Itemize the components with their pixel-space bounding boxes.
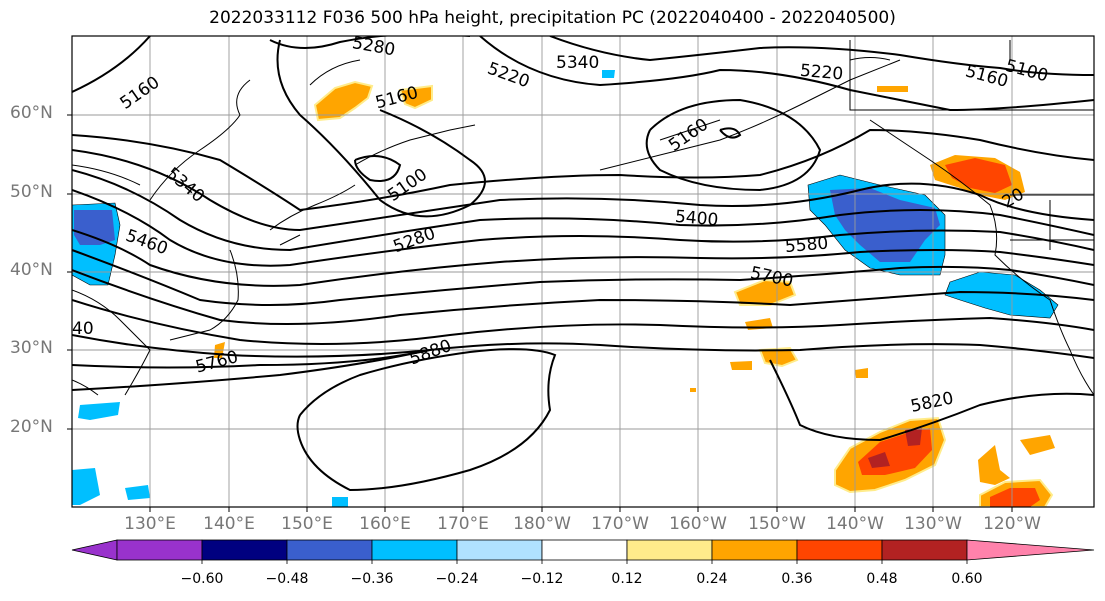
- colorbar-swatch: [371, 539, 458, 561]
- lat-label: 50°N: [10, 182, 53, 202]
- contour-label: 5400: [674, 207, 719, 231]
- contour-label: 5760: [193, 347, 240, 378]
- height-contours: [72, 36, 1094, 492]
- colorbar-swatch: [456, 539, 543, 561]
- colorbar-swatch: [626, 539, 713, 561]
- coastlines: [72, 40, 1094, 396]
- contour-label: 5160: [963, 61, 1010, 92]
- colorbar-swatch: [541, 539, 628, 561]
- contour-label: 5340: [556, 53, 599, 73]
- colorbar-tick-label: 0.60: [951, 571, 983, 587]
- lat-label: 40°N: [10, 260, 53, 280]
- lon-label: 140°E: [203, 514, 255, 534]
- colorbar-swatch: [881, 539, 968, 561]
- contour-label: 5820: [909, 388, 955, 417]
- contour-label: 5280: [351, 33, 397, 60]
- colorbar-swatch: [711, 539, 798, 561]
- lon-label: 120°W: [983, 514, 1041, 534]
- contour-label: 5100: [384, 165, 431, 206]
- contour-label: 5220: [799, 61, 844, 85]
- lat-label: 30°N: [10, 338, 53, 358]
- contour-labels: 5160 5280 5340 5220 5160 5220 5160 5100 …: [72, 33, 1050, 417]
- graticule: [72, 36, 1094, 507]
- lon-label: 170°W: [591, 514, 649, 534]
- colorbar-tick-label: 0.24: [696, 571, 728, 587]
- colorbar-swatch: [116, 539, 203, 561]
- lat-label: 20°N: [10, 417, 53, 437]
- contour-label: 5280: [391, 224, 438, 258]
- contour-label: 5160: [117, 72, 164, 113]
- contour-label: 5880: [407, 336, 454, 370]
- colorbar-extend-low: [71, 539, 118, 561]
- colorbar-swatch: [286, 539, 373, 561]
- contour-label: 5340: [162, 164, 208, 207]
- colorbar-tick-label: −0.12: [520, 571, 564, 587]
- lon-label: 130°E: [124, 514, 176, 534]
- contour-label: 5580: [784, 233, 829, 257]
- colorbar-extend-high: [966, 539, 1095, 561]
- precip-negative-anomalies: [72, 70, 1059, 507]
- colorbar-tick-label: −0.36: [350, 571, 394, 587]
- lon-label: 150°E: [281, 514, 333, 534]
- map-title: 2022033112 F036 500 hPa height, precipit…: [209, 8, 896, 28]
- colorbar-tick-label: −0.24: [435, 571, 479, 587]
- lon-label: 160°E: [359, 514, 411, 534]
- lon-label: 130°W: [904, 514, 962, 534]
- colorbar-tick-label: −0.60: [180, 571, 224, 587]
- axis-ticks: [67, 114, 1013, 512]
- colorbar-swatch: [201, 539, 288, 561]
- contour-label: 5160: [665, 115, 712, 156]
- colorbar: [71, 539, 1095, 564]
- lat-label: 60°N: [10, 103, 53, 123]
- contour-label: 5220: [485, 59, 532, 93]
- contour-label: 5100: [1003, 56, 1050, 87]
- map-plot-area: 5160 5280 5340 5220 5160 5220 5160 5100 …: [72, 33, 1094, 507]
- contour-label: 40: [72, 319, 94, 339]
- colorbar-swatch: [796, 539, 883, 561]
- precip-positive-anomalies: [214, 80, 1055, 507]
- colorbar-tick-label: −0.48: [265, 571, 309, 587]
- contour-label: 5160: [373, 83, 420, 114]
- colorbar-tick-label: 0.12: [611, 571, 643, 587]
- colorbar-tick-label: 0.36: [781, 571, 813, 587]
- lon-label: 140°W: [826, 514, 884, 534]
- lon-label: 180°W: [513, 514, 571, 534]
- lon-label: 160°W: [669, 514, 727, 534]
- lon-label: 170°E: [437, 514, 489, 534]
- lon-label: 150°W: [748, 514, 806, 534]
- colorbar-tick-label: 0.48: [866, 571, 898, 587]
